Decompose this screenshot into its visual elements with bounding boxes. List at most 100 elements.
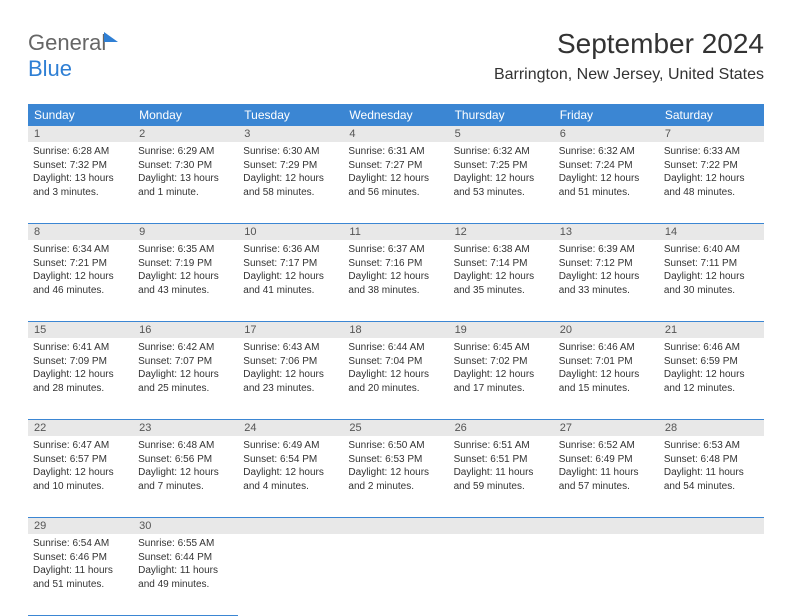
sunrise-text: Sunrise: 6:53 AM [664, 439, 759, 453]
day-cell: Sunrise: 6:33 AMSunset: 7:22 PMDaylight:… [659, 142, 764, 224]
sunset-text: Sunset: 7:19 PM [138, 257, 233, 271]
week-row: Sunrise: 6:34 AMSunset: 7:21 PMDaylight:… [28, 240, 764, 322]
day-number: 29 [28, 518, 133, 534]
logo: General Blue [28, 30, 118, 82]
sunrise-text: Sunrise: 6:32 AM [454, 145, 549, 159]
sunset-text: Sunset: 6:48 PM [664, 453, 759, 467]
sunset-text: Sunset: 7:21 PM [33, 257, 128, 271]
day-number-row: 15161718192021 [28, 322, 764, 338]
day-number: 25 [343, 420, 448, 436]
daylight-text: Daylight: 12 hours and 33 minutes. [559, 270, 654, 297]
sunset-text: Sunset: 6:56 PM [138, 453, 233, 467]
day-cell: Sunrise: 6:49 AMSunset: 6:54 PMDaylight:… [238, 436, 343, 518]
day-cell: Sunrise: 6:41 AMSunset: 7:09 PMDaylight:… [28, 338, 133, 420]
page-title: September 2024 [557, 28, 764, 60]
sunrise-text: Sunrise: 6:38 AM [454, 243, 549, 257]
sunset-text: Sunset: 7:16 PM [348, 257, 443, 271]
daylight-text: Daylight: 12 hours and 28 minutes. [33, 368, 128, 395]
sunrise-text: Sunrise: 6:30 AM [243, 145, 338, 159]
daylight-text: Daylight: 12 hours and 20 minutes. [348, 368, 443, 395]
sunrise-text: Sunrise: 6:36 AM [243, 243, 338, 257]
day-number: 18 [343, 322, 448, 338]
day-number: 30 [133, 518, 238, 534]
weekday-header: Tuesday [238, 104, 343, 126]
day-number: 6 [554, 126, 659, 142]
day-number: 10 [238, 224, 343, 240]
weeks-container: 1234567Sunrise: 6:28 AMSunset: 7:32 PMDa… [28, 126, 764, 616]
day-number: 27 [554, 420, 659, 436]
day-cell: Sunrise: 6:32 AMSunset: 7:25 PMDaylight:… [449, 142, 554, 224]
day-number-row: 2930 [28, 518, 764, 534]
daylight-text: Daylight: 12 hours and 41 minutes. [243, 270, 338, 297]
weekday-header: Friday [554, 104, 659, 126]
day-cell: Sunrise: 6:38 AMSunset: 7:14 PMDaylight:… [449, 240, 554, 322]
calendar: Sunday Monday Tuesday Wednesday Thursday… [28, 104, 764, 616]
sunset-text: Sunset: 6:49 PM [559, 453, 654, 467]
daylight-text: Daylight: 11 hours and 59 minutes. [454, 466, 549, 493]
week-row: Sunrise: 6:28 AMSunset: 7:32 PMDaylight:… [28, 142, 764, 224]
daylight-text: Daylight: 12 hours and 25 minutes. [138, 368, 233, 395]
daylight-text: Daylight: 11 hours and 54 minutes. [664, 466, 759, 493]
sunrise-text: Sunrise: 6:54 AM [33, 537, 128, 551]
sunset-text: Sunset: 6:44 PM [138, 551, 233, 565]
daylight-text: Daylight: 11 hours and 57 minutes. [559, 466, 654, 493]
daylight-text: Daylight: 12 hours and 48 minutes. [664, 172, 759, 199]
sunset-text: Sunset: 7:29 PM [243, 159, 338, 173]
day-cell: Sunrise: 6:36 AMSunset: 7:17 PMDaylight:… [238, 240, 343, 322]
sunset-text: Sunset: 7:07 PM [138, 355, 233, 369]
day-cell: Sunrise: 6:34 AMSunset: 7:21 PMDaylight:… [28, 240, 133, 322]
day-cell: Sunrise: 6:46 AMSunset: 6:59 PMDaylight:… [659, 338, 764, 420]
week-row: Sunrise: 6:47 AMSunset: 6:57 PMDaylight:… [28, 436, 764, 518]
day-number: 20 [554, 322, 659, 338]
weekday-header: Monday [133, 104, 238, 126]
sunset-text: Sunset: 7:22 PM [664, 159, 759, 173]
day-cell [343, 534, 448, 616]
sunrise-text: Sunrise: 6:51 AM [454, 439, 549, 453]
day-number: 17 [238, 322, 343, 338]
sunrise-text: Sunrise: 6:46 AM [559, 341, 654, 355]
day-number: 19 [449, 322, 554, 338]
sunrise-text: Sunrise: 6:42 AM [138, 341, 233, 355]
day-number: 7 [659, 126, 764, 142]
day-cell: Sunrise: 6:37 AMSunset: 7:16 PMDaylight:… [343, 240, 448, 322]
sunrise-text: Sunrise: 6:50 AM [348, 439, 443, 453]
day-number [343, 518, 448, 534]
week-row: Sunrise: 6:41 AMSunset: 7:09 PMDaylight:… [28, 338, 764, 420]
daylight-text: Daylight: 13 hours and 3 minutes. [33, 172, 128, 199]
logo-triangle-icon [104, 32, 118, 42]
sunset-text: Sunset: 6:54 PM [243, 453, 338, 467]
day-number [554, 518, 659, 534]
sunset-text: Sunset: 7:24 PM [559, 159, 654, 173]
day-number: 14 [659, 224, 764, 240]
day-cell: Sunrise: 6:50 AMSunset: 6:53 PMDaylight:… [343, 436, 448, 518]
sunset-text: Sunset: 7:02 PM [454, 355, 549, 369]
day-cell: Sunrise: 6:52 AMSunset: 6:49 PMDaylight:… [554, 436, 659, 518]
daylight-text: Daylight: 11 hours and 51 minutes. [33, 564, 128, 591]
sunset-text: Sunset: 7:06 PM [243, 355, 338, 369]
sunrise-text: Sunrise: 6:43 AM [243, 341, 338, 355]
sunset-text: Sunset: 6:46 PM [33, 551, 128, 565]
sunset-text: Sunset: 7:17 PM [243, 257, 338, 271]
daylight-text: Daylight: 11 hours and 49 minutes. [138, 564, 233, 591]
sunset-text: Sunset: 7:32 PM [33, 159, 128, 173]
sunrise-text: Sunrise: 6:55 AM [138, 537, 233, 551]
day-number: 8 [28, 224, 133, 240]
sunrise-text: Sunrise: 6:46 AM [664, 341, 759, 355]
day-number: 4 [343, 126, 448, 142]
sunrise-text: Sunrise: 6:31 AM [348, 145, 443, 159]
weekday-header: Sunday [28, 104, 133, 126]
day-number: 28 [659, 420, 764, 436]
day-cell: Sunrise: 6:35 AMSunset: 7:19 PMDaylight:… [133, 240, 238, 322]
daylight-text: Daylight: 12 hours and 35 minutes. [454, 270, 549, 297]
logo-text-general: General [28, 30, 106, 55]
sunrise-text: Sunrise: 6:39 AM [559, 243, 654, 257]
day-number-row: 22232425262728 [28, 420, 764, 436]
sunrise-text: Sunrise: 6:52 AM [559, 439, 654, 453]
sunrise-text: Sunrise: 6:41 AM [33, 341, 128, 355]
day-number: 1 [28, 126, 133, 142]
day-number: 22 [28, 420, 133, 436]
sunset-text: Sunset: 6:53 PM [348, 453, 443, 467]
daylight-text: Daylight: 12 hours and 46 minutes. [33, 270, 128, 297]
day-cell: Sunrise: 6:51 AMSunset: 6:51 PMDaylight:… [449, 436, 554, 518]
day-cell [449, 534, 554, 616]
